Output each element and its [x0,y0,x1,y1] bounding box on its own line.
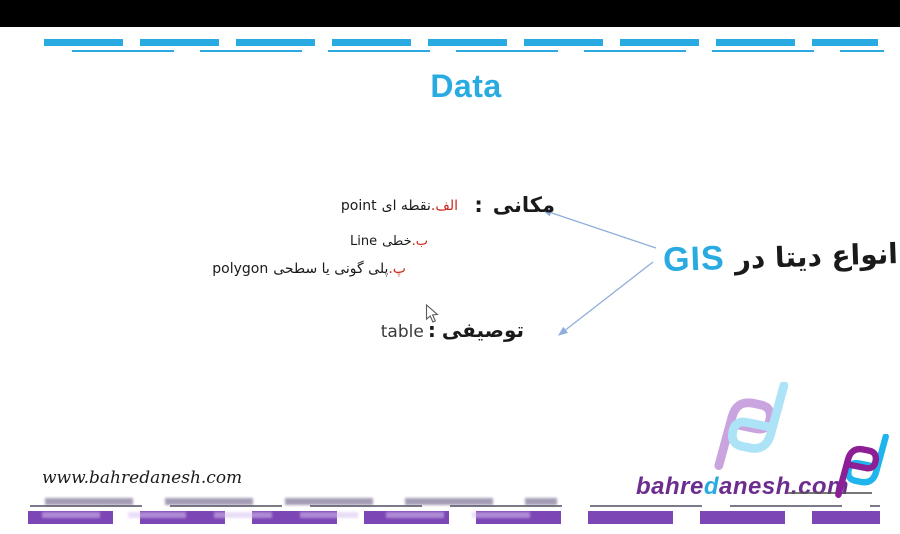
item-text: نقطه ای [381,198,431,214]
bottom-dashed-divider-thin [30,505,880,507]
main-heading: انواع دیتا درGIS [663,233,899,280]
descriptive-colon: : [427,318,436,342]
top-dashed-divider-thin [72,50,884,52]
brand-wordmark: bahredanesh.com [636,473,849,501]
mouse-cursor-icon [425,304,439,323]
spatial-label-text: مکانی [492,193,555,217]
brand-post: anesh.com [719,473,849,500]
arrow-to-spatial-icon [541,208,657,249]
top-dashed-divider [44,39,878,46]
website-url-text: www.bahredanesh.com [42,468,243,488]
spatial-category-label: مکانی: [474,193,555,217]
descriptive-latin: table [380,322,424,342]
spatial-colon: : [474,193,483,217]
item-latin: polygon [212,261,269,277]
main-heading-gis: GIS [662,239,726,280]
item-latin: point [340,198,377,214]
brand-strike-line [788,492,872,494]
top-letterbox-bar [0,0,900,27]
descriptive-label-text: توصیفی [441,318,524,342]
list-item-line: ب.خطی Line [350,234,428,249]
bahredanesh-logo-large-icon [714,382,789,470]
item-prefix: پ. [388,261,406,277]
item-text: پلی گونی یا سطحی [273,261,389,277]
item-text: خطی [382,234,412,249]
bottom-faded-text-remnant [45,498,557,505]
item-prefix: ب. [411,234,428,249]
main-heading-persian: انواع دیتا در [734,237,899,276]
list-item-polygon: پ.پلی گونی یا سطحیpolygon [212,261,406,277]
list-item-point: الف.نقطه ایpoint [341,198,458,214]
brand-pre: bahre [636,473,704,500]
slide-title: Data [430,68,502,104]
brand-d: d [703,473,720,500]
bahredanesh-logo-small-icon [835,434,889,498]
bottom-dash-highlight [42,512,557,518]
item-latin: Line [349,234,378,249]
item-prefix: الف. [430,198,458,214]
arrow-to-descriptive-icon [557,261,654,336]
descriptive-category-label: توصیفی:table [381,318,524,342]
